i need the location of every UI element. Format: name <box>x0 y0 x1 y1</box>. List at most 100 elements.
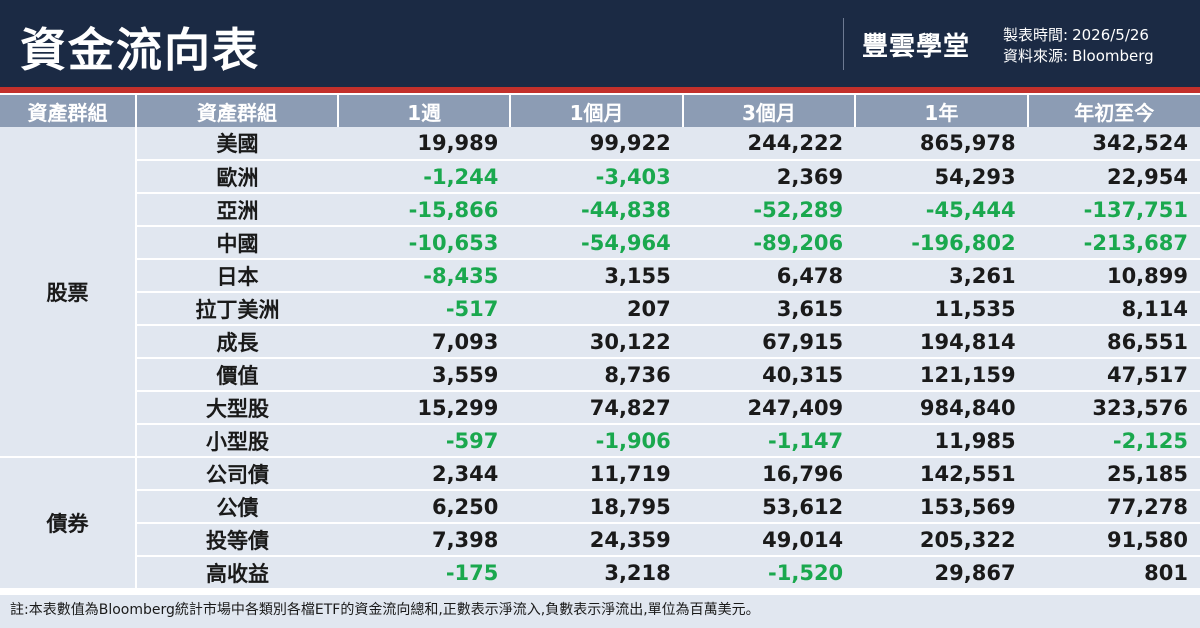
value-cell-1m: 99,922 <box>510 127 683 161</box>
value-cell-1y: 11,985 <box>855 424 1028 458</box>
table-body: 股票 美國 19,989 99,922 244,222 865,978 342,524 歐洲 -… <box>0 127 1200 590</box>
col-header-1m: 1個月 <box>510 95 684 127</box>
value-cell-3m: 16,796 <box>682 457 856 491</box>
asset-name-cell: 投等債 <box>136 523 338 557</box>
header-divider <box>843 18 844 70</box>
asset-name-cell: 公司債 <box>136 457 338 491</box>
table-row: 拉丁美洲 -517 207 3,615 11,535 8,114 <box>0 292 1200 326</box>
footnote: 註:本表數值為Bloomberg統計市場中各類別各檔ETF的資金流向總和,正數表… <box>0 593 1200 628</box>
date-value: 2026/5/26 <box>1072 26 1149 44</box>
value-cell-1m: -44,838 <box>510 193 683 227</box>
page-title: 資金流向表 <box>20 23 260 77</box>
value-cell-ytd: 8,114 <box>1027 292 1200 326</box>
value-cell-1w: -175 <box>338 556 511 590</box>
value-cell-1y: 54,293 <box>855 160 1028 194</box>
value-cell-1m: 3,155 <box>510 259 683 293</box>
value-cell-3m: 244,222 <box>682 127 856 161</box>
value-cell-ytd: 22,954 <box>1027 160 1200 194</box>
value-cell-ytd: -2,125 <box>1027 424 1200 458</box>
asset-name-cell: 中國 <box>136 226 338 260</box>
value-cell-ytd: 25,185 <box>1027 457 1200 491</box>
asset-name-cell: 大型股 <box>136 391 338 425</box>
value-cell-1y: 11,535 <box>855 292 1028 326</box>
value-cell-ytd: 86,551 <box>1027 325 1200 359</box>
table-row: 日本 -8,435 3,155 6,478 3,261 10,899 <box>0 259 1200 293</box>
value-cell-3m: 6,478 <box>682 259 856 293</box>
value-cell-3m: 247,409 <box>682 391 856 425</box>
value-cell-3m: 53,612 <box>682 490 856 524</box>
value-cell-ytd: -213,687 <box>1027 226 1200 260</box>
table-row: 亞洲 -15,866 -44,838 -52,289 -45,444 -137,751 <box>0 193 1200 227</box>
value-cell-3m: 2,369 <box>682 160 856 194</box>
value-cell-1m: -54,964 <box>510 226 683 260</box>
source-label: 資料來源: <box>1003 47 1069 65</box>
value-cell-1m: 207 <box>510 292 683 326</box>
value-cell-1w: 2,344 <box>338 457 511 491</box>
value-cell-1y: 142,551 <box>855 457 1028 491</box>
value-cell-ytd: 801 <box>1027 556 1200 590</box>
value-cell-1w: -8,435 <box>338 259 511 293</box>
value-cell-1y: 205,322 <box>855 523 1028 557</box>
value-cell-1w: 7,093 <box>338 325 511 359</box>
asset-name-cell: 成長 <box>136 325 338 359</box>
col-header-category: 資產群組 <box>0 95 137 127</box>
value-cell-ytd: -137,751 <box>1027 193 1200 227</box>
table-row: 投等債 7,398 24,359 49,014 205,322 91,580 <box>0 523 1200 557</box>
brand-logo: 豐雲學堂 <box>862 32 971 62</box>
asset-name-cell: 日本 <box>136 259 338 293</box>
value-cell-1w: -597 <box>338 424 511 458</box>
table-row: 債券 公司債 2,344 11,719 16,796 142,551 25,185 <box>0 457 1200 590</box>
table-row: 小型股 -597 -1,906 -1,147 11,985 -2,125 <box>0 424 1200 458</box>
asset-name-cell: 拉丁美洲 <box>136 292 338 326</box>
header-accent-bar <box>0 87 1200 93</box>
value-cell-1w: -10,653 <box>338 226 511 260</box>
value-cell-1m: 74,827 <box>510 391 683 425</box>
value-cell-1y: 865,978 <box>855 127 1028 161</box>
value-cell-1w: -1,244 <box>338 160 511 194</box>
value-cell-1w: -517 <box>338 292 511 326</box>
value-cell-ytd: 342,524 <box>1027 127 1200 161</box>
value-cell-1m: 24,359 <box>510 523 683 557</box>
value-cell-1y: -45,444 <box>855 193 1028 227</box>
value-cell-3m: 3,615 <box>682 292 856 326</box>
date-line: 製表時間: 2026/5/26 <box>1003 25 1154 46</box>
value-cell-3m: -1,147 <box>682 424 856 458</box>
value-cell-1m: 11,719 <box>510 457 683 491</box>
category-cell: 債券 <box>0 457 137 590</box>
value-cell-1y: 194,814 <box>855 325 1028 359</box>
table-row: 價值 3,559 8,736 40,315 121,159 47,517 <box>0 358 1200 392</box>
col-header-asset: 資產群組 <box>136 95 339 127</box>
value-cell-ytd: 91,580 <box>1027 523 1200 557</box>
asset-name-cell: 亞洲 <box>136 193 338 227</box>
value-cell-1m: 18,795 <box>510 490 683 524</box>
table-row: 中國 -10,653 -54,964 -89,206 -196,802 -213,687 <box>0 226 1200 260</box>
value-cell-1w: 6,250 <box>338 490 511 524</box>
value-cell-1y: 3,261 <box>855 259 1028 293</box>
value-cell-1w: 3,559 <box>338 358 511 392</box>
value-cell-1y: 121,159 <box>855 358 1028 392</box>
col-header-1y: 1年 <box>855 95 1029 127</box>
value-cell-1m: -3,403 <box>510 160 683 194</box>
value-cell-1m: -1,906 <box>510 424 683 458</box>
value-cell-3m: 49,014 <box>682 523 856 557</box>
asset-name-cell: 公債 <box>136 490 338 524</box>
value-cell-1w: 7,398 <box>338 523 511 557</box>
value-cell-1m: 8,736 <box>510 358 683 392</box>
col-header-ytd: 年初至今 <box>1027 95 1200 127</box>
asset-name-cell: 價值 <box>136 358 338 392</box>
table-row: 股票 美國 19,989 99,922 244,222 865,978 342,524 <box>0 127 1200 458</box>
value-cell-1m: 3,218 <box>510 556 683 590</box>
value-cell-1y: -196,802 <box>855 226 1028 260</box>
value-cell-ytd: 10,899 <box>1027 259 1200 293</box>
table-row: 大型股 15,299 74,827 247,409 984,840 323,576 <box>0 391 1200 425</box>
source-value: Bloomberg <box>1072 47 1154 65</box>
value-cell-1y: 984,840 <box>855 391 1028 425</box>
table-row: 成長 7,093 30,122 67,915 194,814 86,551 <box>0 325 1200 359</box>
value-cell-1y: 153,569 <box>855 490 1028 524</box>
asset-name-cell: 小型股 <box>136 424 338 458</box>
value-cell-3m: -89,206 <box>682 226 856 260</box>
value-cell-3m: -52,289 <box>682 193 856 227</box>
value-cell-ytd: 47,517 <box>1027 358 1200 392</box>
value-cell-1w: 19,989 <box>338 127 511 161</box>
header-meta: 製表時間: 2026/5/26 資料來源: Bloomberg <box>1003 25 1154 67</box>
